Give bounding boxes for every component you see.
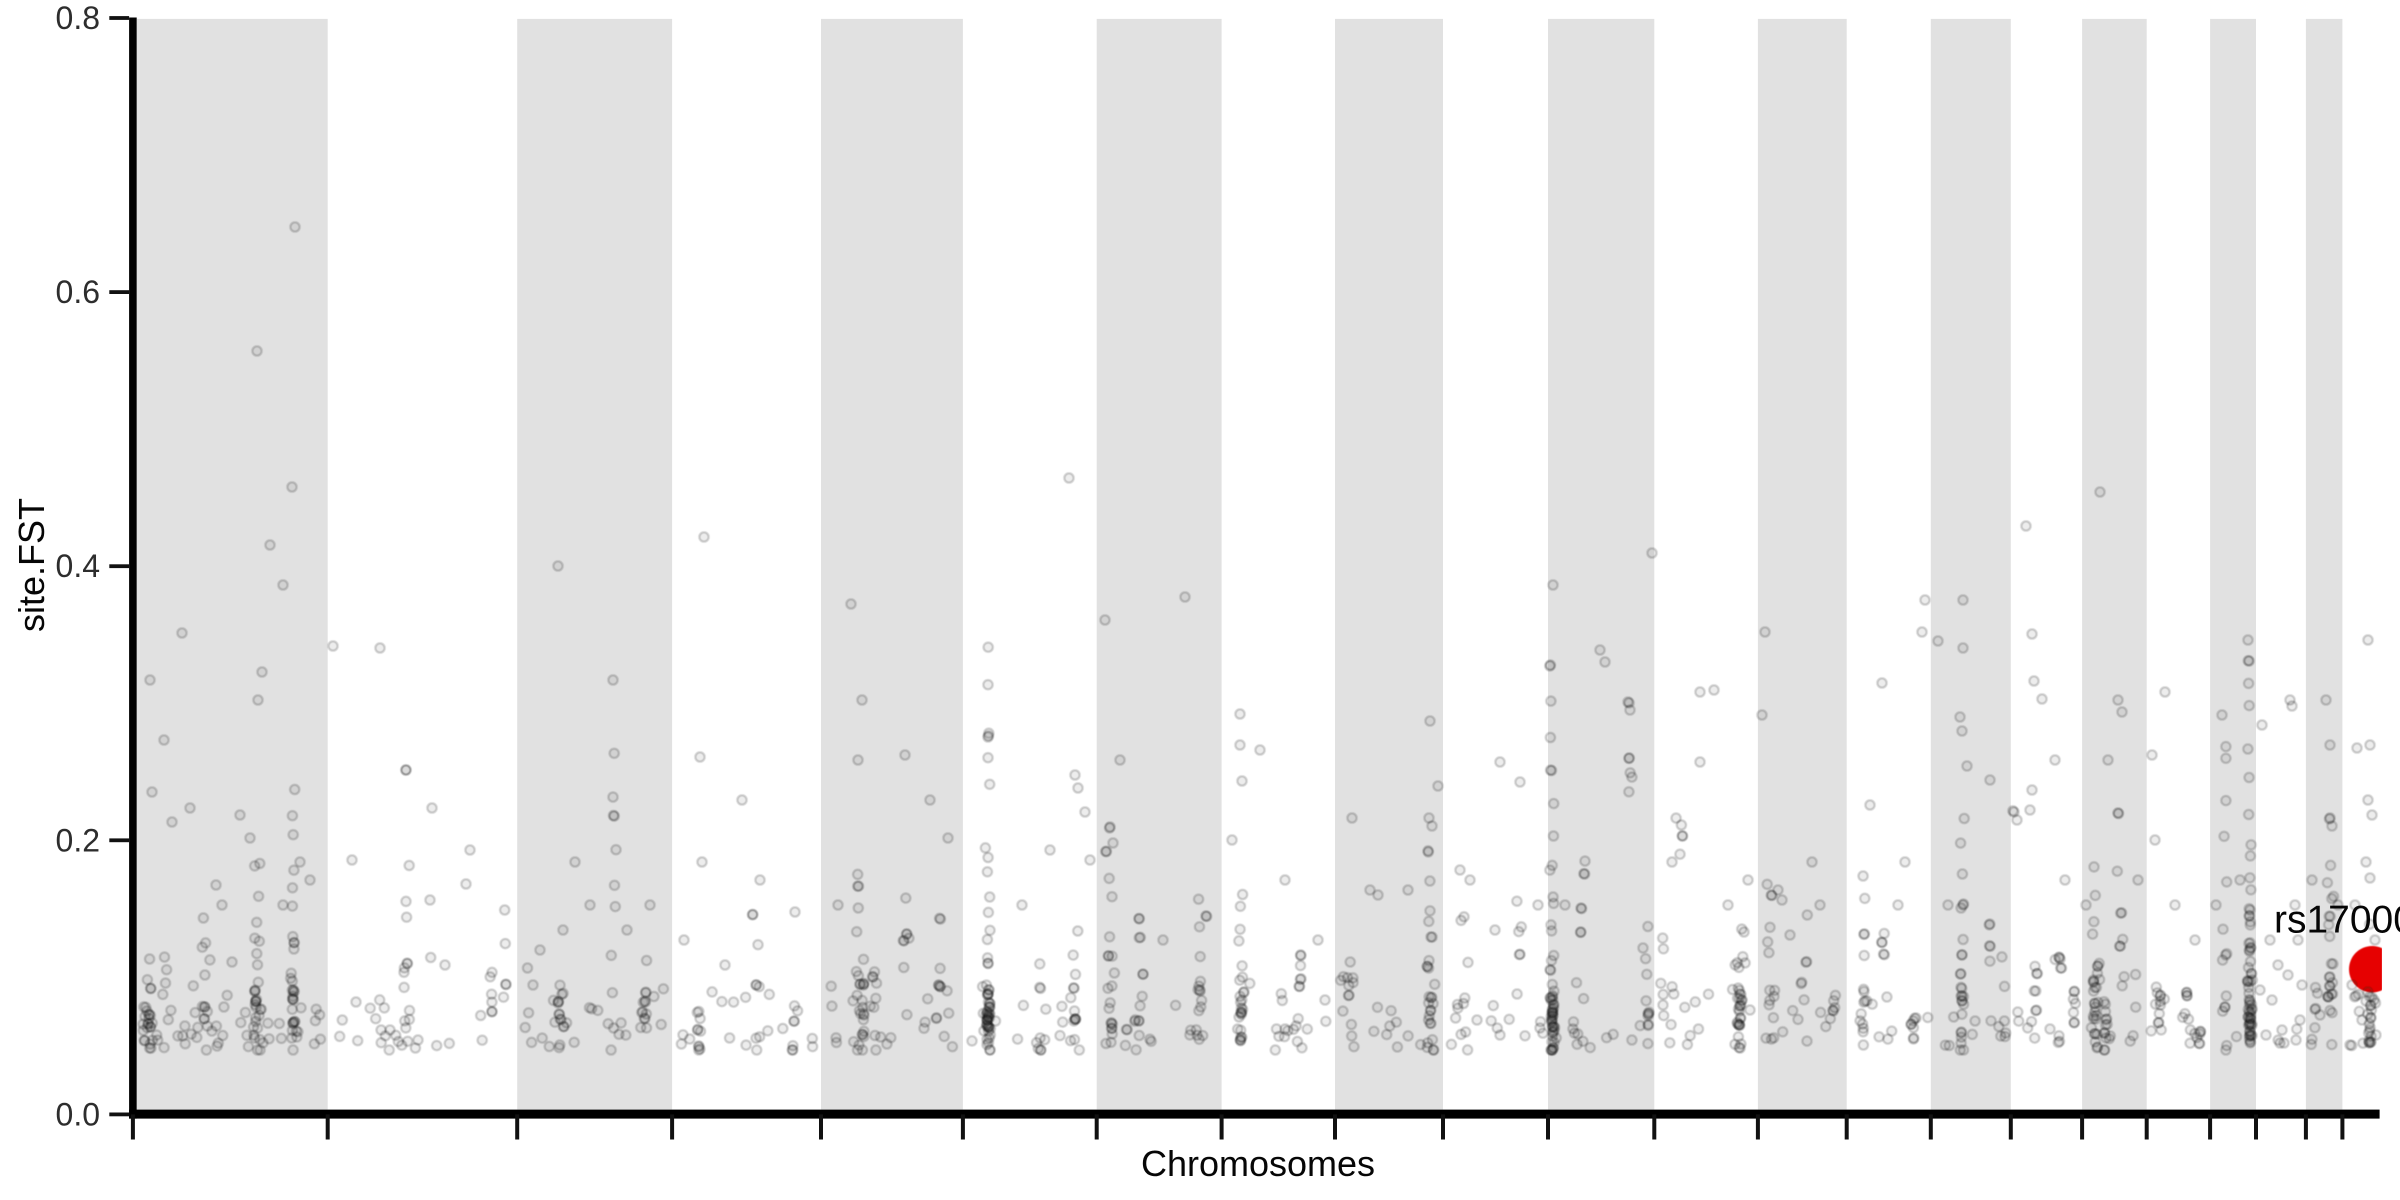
svg-text:site.FST: site.FST: [11, 498, 52, 632]
svg-text:Chromosomes: Chromosomes: [1141, 1143, 1375, 1184]
svg-text:0.2: 0.2: [56, 822, 100, 858]
svg-text:rs17000: rs17000: [2274, 898, 2400, 941]
svg-text:0.6: 0.6: [56, 274, 100, 310]
svg-text:0.4: 0.4: [56, 548, 100, 584]
svg-text:0.8: 0.8: [56, 0, 100, 36]
svg-text:0.0: 0.0: [56, 1096, 100, 1132]
